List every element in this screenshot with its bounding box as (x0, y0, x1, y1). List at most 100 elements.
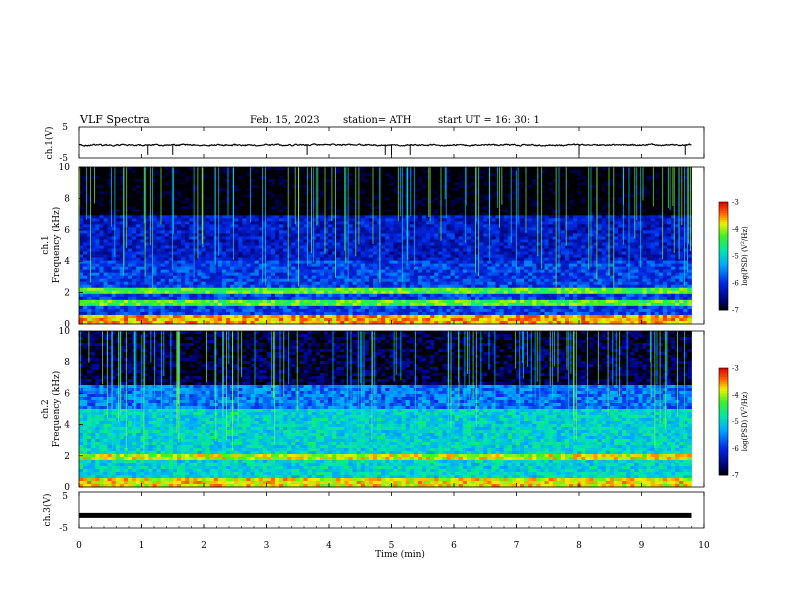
spectrogram-cell (687, 188, 692, 192)
spectrogram-cell (475, 263, 480, 268)
spectrogram-cell (381, 251, 386, 255)
spectrogram-cell (520, 218, 525, 222)
spectrogram-cell (140, 206, 145, 210)
spectrogram-cell (87, 239, 92, 243)
spectrogram-cell (189, 197, 194, 201)
spectrogram-cell (226, 218, 231, 222)
spectrogram-cell (270, 197, 276, 201)
spectrogram-cell (618, 218, 623, 222)
spectrogram-cell (250, 203, 255, 207)
spectrogram-cell (385, 191, 390, 195)
spectrogram-cell (238, 236, 243, 240)
spectrogram-cell (160, 212, 166, 216)
spectrogram-cell (426, 227, 431, 231)
spectrogram-cell (650, 248, 656, 252)
spectrogram-cell (642, 233, 647, 237)
spectrogram-cell (401, 206, 407, 210)
spectrogram-cell (507, 197, 513, 201)
spectrogram-cell (430, 215, 435, 219)
spectrogram-cell (172, 170, 178, 174)
spectrogram-cell (168, 245, 174, 249)
spectrogram-cell (552, 254, 558, 258)
spectrogram-cell (499, 212, 505, 216)
spectrogram-cell (238, 206, 243, 210)
spectrogram-cell (336, 236, 341, 240)
spectrogram-cell (446, 257, 451, 261)
spectrogram-cell (266, 194, 272, 198)
spectrogram-cell (238, 218, 243, 222)
spectrogram-cell (536, 251, 541, 255)
spectrogram-cell (454, 221, 460, 225)
spectrogram-cell (442, 206, 447, 210)
spectrogram-cell (601, 239, 607, 243)
spectrogram-cell (642, 248, 647, 252)
spectrogram-cell (152, 188, 157, 192)
spectrogram-cell (658, 203, 664, 207)
spectrogram-cell (87, 194, 92, 198)
spectrogram-cell (209, 200, 215, 204)
spectrogram-cell (589, 200, 594, 204)
spectrogram-cell (364, 212, 370, 216)
spectrogram-cell (201, 221, 206, 225)
spectrogram-cell (254, 170, 260, 174)
spectrogram-cell (119, 245, 125, 249)
spectrogram-cell (172, 245, 178, 249)
spectrogram-cell (520, 212, 525, 216)
spectrogram-cell (152, 221, 157, 225)
spectrogram-cell (417, 188, 423, 192)
spectrogram-cell (520, 227, 525, 231)
spectrogram-cell (642, 179, 647, 183)
spectrogram-cell (160, 194, 166, 198)
spectrogram-cell (360, 221, 366, 225)
spectrogram-cell (536, 236, 541, 240)
spectrogram-cell (205, 242, 211, 246)
spectrogram-cell (601, 182, 607, 186)
spectrogram-cell (426, 212, 431, 216)
spectrogram-cell (246, 185, 251, 189)
spectrogram-cell (254, 200, 260, 204)
spectrogram-cell (401, 191, 407, 195)
spectrogram-cell (430, 170, 435, 174)
spectrogram-cell (511, 248, 517, 252)
spectrogram-cell (115, 254, 121, 258)
spectrogram-cell (283, 173, 288, 177)
spectrogram-cell (687, 239, 692, 243)
spectrogram-cell (91, 254, 96, 258)
spectrogram-cell (438, 215, 443, 219)
spectrogram-cell (532, 254, 537, 258)
spectrogram-cell (258, 212, 264, 216)
spectrogram-cell (144, 227, 149, 231)
spectrogram-cell (115, 215, 121, 219)
spectrogram-cell (438, 251, 443, 255)
spectrogram-cell (87, 227, 92, 231)
spectrogram-cell (230, 245, 235, 249)
spectrogram-cell (177, 182, 182, 186)
spectrogram-cell (230, 263, 235, 268)
spectrogram-cell (377, 239, 382, 243)
spectrogram-cell (630, 197, 635, 201)
spectrogram-cell (536, 191, 541, 195)
spectrogram-cell (83, 221, 88, 225)
spectrogram-cell (475, 254, 480, 258)
spectrogram-cell (287, 233, 292, 237)
spectrogram-cell (471, 209, 476, 213)
spectrogram-cell (172, 233, 178, 237)
spectrogram-cell (515, 230, 521, 234)
spectrogram-cell (662, 257, 668, 261)
spectrogram-cell (544, 254, 549, 258)
spectrogram-cell (324, 203, 329, 207)
spectrogram-cell (103, 251, 108, 255)
spectrogram-cell (503, 224, 509, 228)
spectrogram-cell (626, 167, 631, 171)
spectrogram-cell (266, 221, 272, 225)
spectrogram-cell (507, 218, 513, 222)
spectrogram-cell (201, 218, 206, 222)
spectrogram-cell (79, 170, 84, 174)
spectrogram-cell (258, 233, 264, 237)
spectrogram-cell (618, 257, 623, 261)
spectrogram-cell (507, 245, 513, 249)
spectrogram-cell (136, 206, 141, 210)
spectrogram-cell (123, 260, 129, 265)
spectrogram-cell (577, 212, 582, 216)
spectrogram-cell (397, 245, 402, 249)
